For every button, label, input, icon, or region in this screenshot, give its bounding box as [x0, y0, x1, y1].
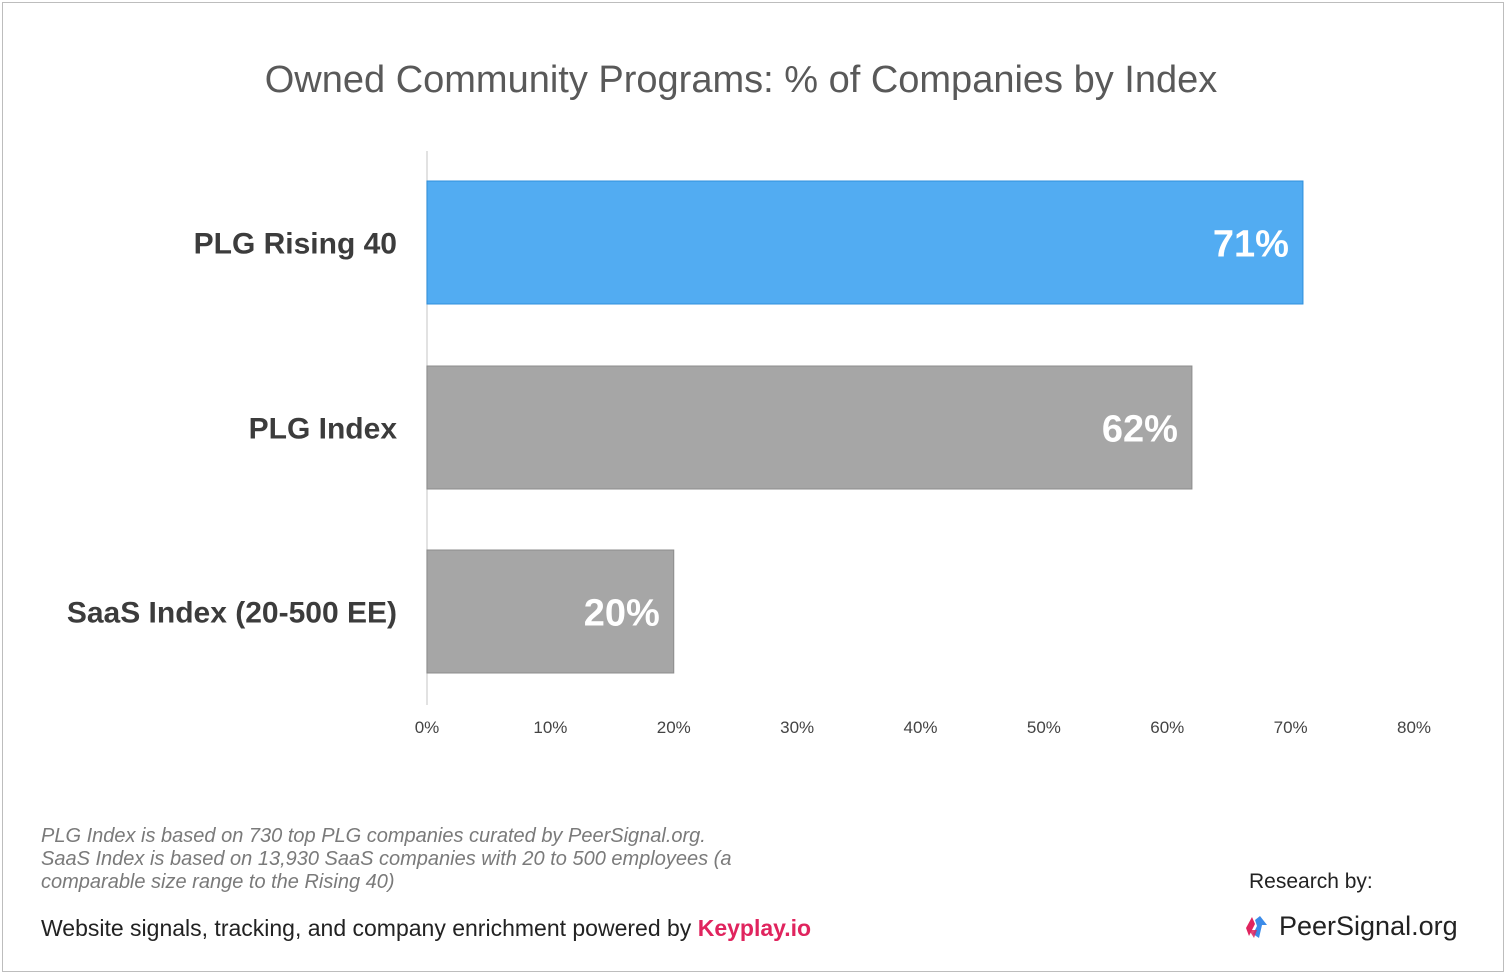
category-label-3: SaaS Index (20-500 EE): [67, 597, 397, 630]
x-tick-label: 0%: [415, 718, 440, 737]
footnote-line-3: comparable size range to the Rising 40): [41, 871, 395, 893]
x-tick-label: 20%: [657, 718, 691, 737]
category-label-1: PLG Rising 40: [194, 228, 397, 261]
powered-by-text: Website signals, tracking, and company e…: [41, 915, 811, 942]
research-by-label: Research by:: [1249, 870, 1373, 893]
x-tick-label: 70%: [1274, 718, 1308, 737]
value-label-2: 62%: [1102, 409, 1178, 451]
value-label-1: 71%: [1213, 224, 1289, 266]
footnote: PLG Index is based on 730 top PLG compan…: [41, 825, 841, 894]
category-label-2: PLG Index: [249, 413, 398, 446]
peersignal-logo-icon: [1246, 915, 1267, 938]
powered-by-label: Website signals, tracking, and company e…: [41, 915, 698, 941]
bar-1: [426, 180, 1304, 305]
x-tick-label: 10%: [533, 718, 567, 737]
keyplay-link[interactable]: Keyplay.io: [697, 915, 812, 941]
bar-chart: Owned Community Programs: % of Companies…: [67, 59, 1431, 737]
footnote-line-2: SaaS Index is based on 13,930 SaaS compa…: [41, 848, 732, 870]
value-label-3: 20%: [584, 593, 660, 635]
footnote-line-1: PLG Index is based on 730 top PLG compan…: [41, 825, 706, 847]
peersignal-logo-text: PeerSignal.org: [1279, 911, 1458, 941]
bar-2: [426, 365, 1193, 490]
x-tick-label: 30%: [780, 718, 814, 737]
chart-title: Owned Community Programs: % of Companies…: [265, 59, 1218, 101]
bar-3: [426, 549, 675, 674]
x-tick-label: 80%: [1397, 718, 1431, 737]
peersignal-logo: PeerSignal.org: [1243, 911, 1458, 942]
x-tick-label: 50%: [1027, 718, 1061, 737]
x-tick-label: 40%: [903, 718, 937, 737]
x-tick-label: 60%: [1150, 718, 1184, 737]
